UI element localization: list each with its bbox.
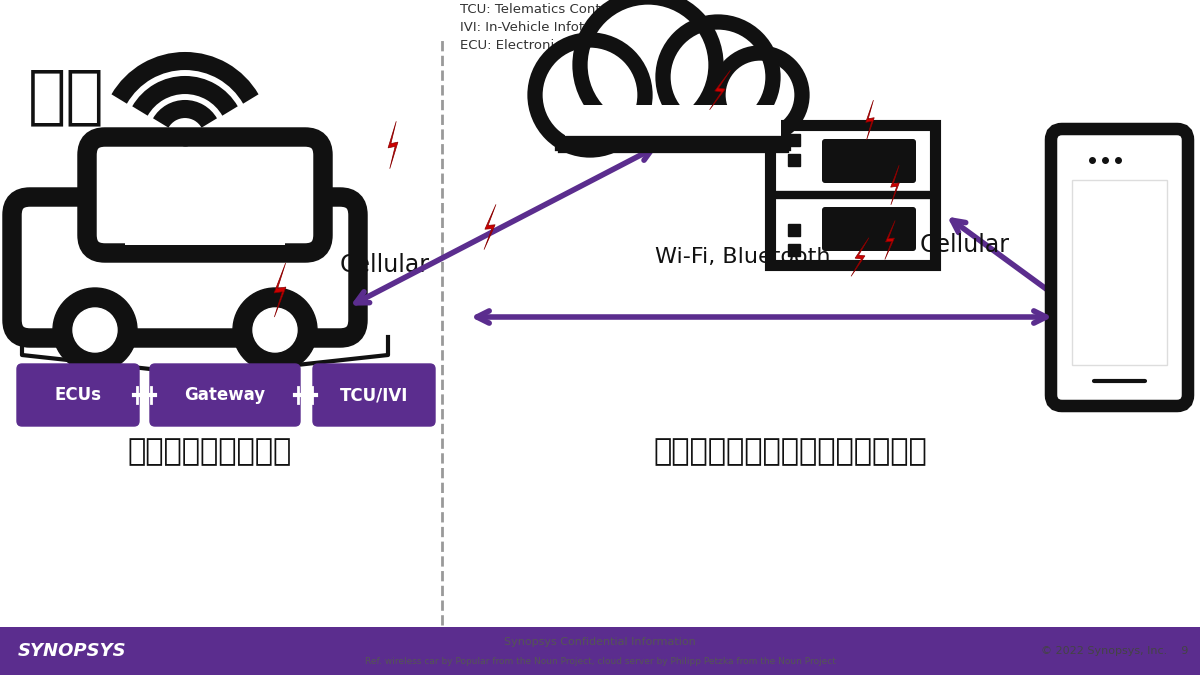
Circle shape: [233, 288, 317, 372]
Bar: [125, 207, 286, 245]
Text: Gateway: Gateway: [185, 386, 265, 404]
Polygon shape: [890, 165, 899, 205]
FancyBboxPatch shape: [313, 364, 436, 426]
Circle shape: [718, 53, 802, 137]
FancyBboxPatch shape: [150, 364, 300, 426]
Bar: [565, 105, 781, 145]
Circle shape: [662, 22, 773, 132]
Text: コネクテッド・カー: コネクテッド・カー: [128, 437, 292, 466]
Text: Cellular: Cellular: [920, 233, 1010, 257]
Bar: [770, 125, 935, 265]
Text: コネクテッド・プラットフォーム: コネクテッド・プラットフォーム: [653, 437, 926, 466]
Polygon shape: [484, 205, 496, 250]
Circle shape: [53, 288, 137, 372]
Bar: [0, 627, 1200, 675]
FancyBboxPatch shape: [12, 197, 358, 338]
FancyBboxPatch shape: [1051, 129, 1188, 406]
Polygon shape: [865, 100, 875, 140]
Text: TCU/IVI: TCU/IVI: [340, 386, 408, 404]
FancyBboxPatch shape: [17, 364, 139, 426]
FancyBboxPatch shape: [822, 139, 916, 183]
FancyBboxPatch shape: [88, 137, 323, 253]
Text: Ref. wireless car by Popular from the Noun Project, cloud server by Philipp Petz: Ref. wireless car by Popular from the No…: [365, 657, 835, 666]
Polygon shape: [709, 70, 731, 110]
Polygon shape: [851, 238, 869, 276]
Text: ECUs: ECUs: [54, 386, 102, 404]
Text: TCU: Telematics Control Unit
IVI: In-Vehicle Infotainment
ECU: Electronic Contro: TCU: Telematics Control Unit IVI: In-Veh…: [460, 3, 649, 52]
Text: SYNOPSYS: SYNOPSYS: [18, 642, 127, 660]
Polygon shape: [388, 122, 398, 169]
Text: © 2022 Synopsys, Inc.    9: © 2022 Synopsys, Inc. 9: [1040, 646, 1188, 656]
Circle shape: [580, 0, 716, 133]
Circle shape: [535, 40, 646, 150]
Bar: [560, 90, 785, 145]
Polygon shape: [274, 263, 286, 317]
Circle shape: [73, 308, 118, 352]
Text: Synopsys Confidential Information: Synopsys Confidential Information: [504, 637, 696, 647]
Text: 概要: 概要: [28, 65, 104, 127]
FancyBboxPatch shape: [822, 207, 916, 251]
Text: Cellular: Cellular: [340, 253, 430, 277]
Bar: [1072, 180, 1166, 365]
Circle shape: [253, 308, 298, 352]
Polygon shape: [884, 221, 895, 259]
Text: Wi-Fi, Bluetooth: Wi-Fi, Bluetooth: [655, 247, 830, 267]
